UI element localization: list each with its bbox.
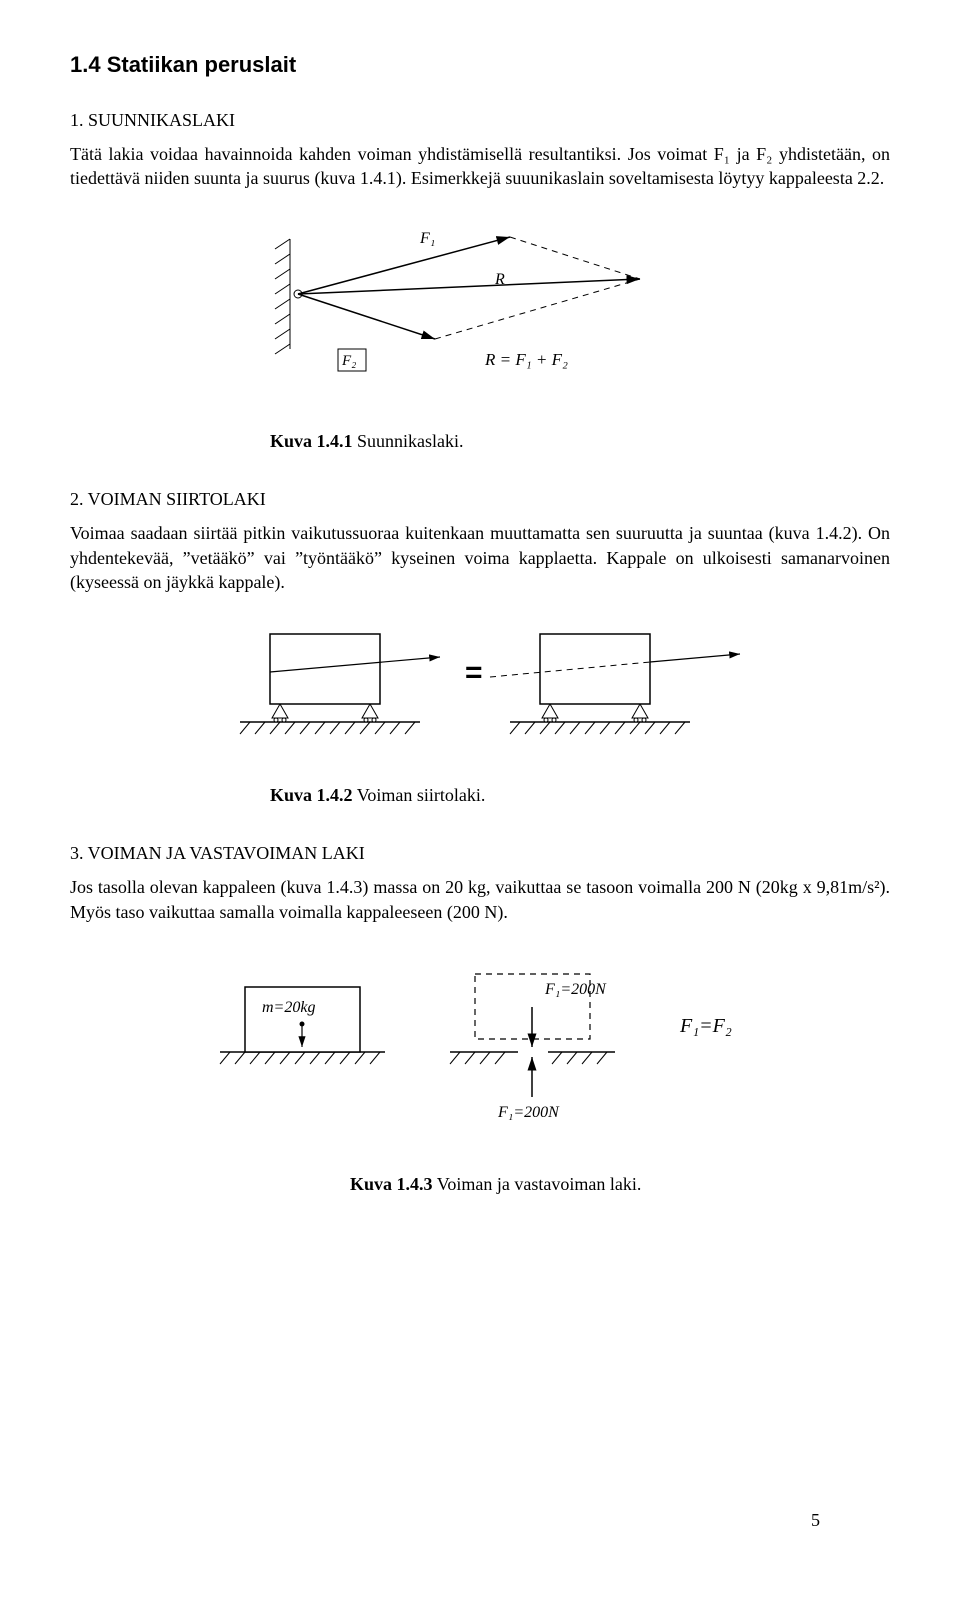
- sec3-number: 3. VOIMAN JA VASTAVOIMAN LAKI: [70, 841, 890, 865]
- caption-1-4-2: Kuva 1.4.2 Voiman siirtolaki.: [70, 783, 890, 807]
- caption-1-4-2-bold: Kuva 1.4.2: [270, 785, 353, 805]
- sec2-paragraph: Voimaa saadaan siirtää pitkin vaikutussu…: [70, 521, 890, 594]
- sec2-number: 2. VOIMAN SIIRTOLAKI: [70, 487, 890, 511]
- sec1-paragraph: Tätä lakia voidaa havainnoida kahden voi…: [70, 142, 890, 191]
- label-f2: F₂: [341, 353, 356, 369]
- page-number: 5: [811, 1508, 820, 1532]
- label-eq: R = F₁ + F₂: [484, 350, 568, 369]
- caption-1-4-1-bold: Kuva 1.4.1: [270, 431, 353, 451]
- sec1-number: 1. SUUNNIKASLAKI: [70, 108, 890, 132]
- label-r: R: [494, 271, 505, 288]
- sec3-paragraph: Jos tasolla olevan kappaleen (kuva 1.4.3…: [70, 875, 890, 924]
- caption-1-4-3: Kuva 1.4.3 Voiman ja vastavoiman laki.: [70, 1172, 890, 1196]
- caption-1-4-3-bold: Kuva 1.4.3: [350, 1174, 433, 1194]
- equals-symbol: =: [465, 656, 483, 689]
- label-f1-bot: F₁=200N: [497, 1104, 560, 1121]
- figure-1-4-3: m=20kg F₁=200N F₁=200N F₁=F₂: [70, 952, 890, 1158]
- figure-1-4-1: F₁ R F₂ R = F₁ + F₂: [70, 219, 890, 415]
- label-mass: m=20kg: [262, 999, 315, 1016]
- caption-1-4-1-text: Suunnikaslaki.: [353, 431, 464, 451]
- caption-1-4-2-text: Voiman siirtolaki.: [353, 785, 486, 805]
- caption-1-4-1: Kuva 1.4.1 Suunnikaslaki.: [70, 429, 890, 453]
- figure-1-4-2: =: [70, 622, 890, 768]
- caption-1-4-3-text: Voiman ja vastavoiman laki.: [433, 1174, 642, 1194]
- label-f1-eq-f2: F₁=F₂: [679, 1015, 732, 1037]
- label-f1: F₁: [419, 230, 435, 247]
- label-f1-top: F₁=200N: [544, 981, 607, 998]
- section-heading: 1.4 Statiikan peruslait: [70, 50, 890, 80]
